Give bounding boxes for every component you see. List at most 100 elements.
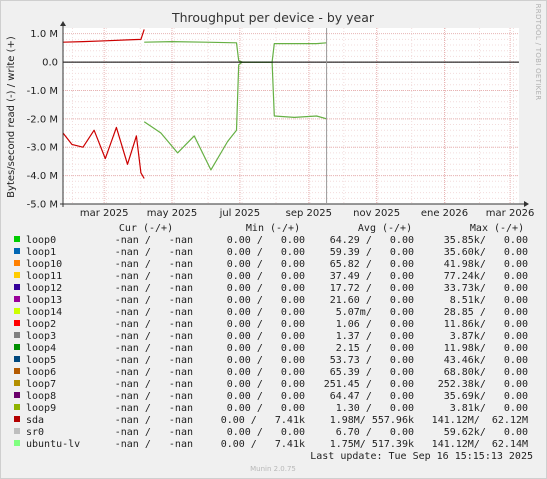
legend-min: 0.00 / 0.00 <box>227 379 305 390</box>
tick-labels: 1.0 M 0.0 -1.0 M -2.0 M -3.0 M -4.0 M -5.0 M ma… <box>27 29 535 219</box>
legend-header-avg: Avg (-/+) <box>358 223 412 234</box>
legend-rows: loop0 -nan / -nan 0.00 / 0.00 64.29 / 0.00 3… <box>14 235 528 450</box>
legend-min: 0.00 / 0.00 <box>227 403 305 414</box>
legend-row: ubuntu-lv -nan / -nan 0.00 / 7.41k 1.75M/ 5… <box>14 439 528 450</box>
x-tick-label: jul 2025 <box>219 208 261 219</box>
legend-name: loop0 <box>26 235 56 246</box>
legend-row: loop0 -nan / -nan 0.00 / 0.00 64.29 / 0.00 3… <box>14 235 528 246</box>
legend-swatch <box>14 356 20 362</box>
chart-title: Throughput per device - by year <box>171 10 375 25</box>
legend-swatch <box>14 440 20 446</box>
legend-avg: 6.70 / 0.00 <box>336 427 414 438</box>
legend-cur: -nan / -nan <box>115 367 193 378</box>
legend-cur: -nan / -nan <box>115 379 193 390</box>
legend-max: 11.98k/ 0.00 <box>444 343 528 354</box>
legend-swatch <box>14 272 20 278</box>
legend-cur: -nan / -nan <box>115 247 193 258</box>
y-tick-label: -4.0 M <box>27 171 58 182</box>
legend-row: loop2 -nan / -nan 0.00 / 0.00 1.06 / 0.00 11… <box>14 319 528 330</box>
legend-row: sda -nan / -nan 0.00 / 7.41k 1.98M/ 557.96k… <box>14 415 528 426</box>
legend-row: loop14 -nan / -nan 0.00 / 0.00 5.07m/ 0.00 2… <box>14 307 528 318</box>
legend-min: 0.00 / 0.00 <box>227 235 305 246</box>
x-tick-label: sep 2025 <box>286 208 332 219</box>
legend-name: loop7 <box>26 379 56 390</box>
legend-max: 41.98k/ 0.00 <box>444 259 528 270</box>
legend-max: 35.69k/ 0.00 <box>444 391 528 402</box>
legend-swatch <box>14 308 20 314</box>
legend-min: 0.00 / 7.41k <box>221 439 305 450</box>
legend-swatch <box>14 392 20 398</box>
legend-cur: -nan / -nan <box>115 439 193 450</box>
legend-avg: 65.39 / 0.00 <box>330 367 414 378</box>
legend-swatch <box>14 296 20 302</box>
legend-name: loop11 <box>26 271 62 282</box>
legend-max: 68.80k/ 0.00 <box>444 367 528 378</box>
legend-swatch <box>14 260 20 266</box>
legend-swatch <box>14 380 20 386</box>
legend-name: loop6 <box>26 367 56 378</box>
legend-name: loop14 <box>26 307 62 318</box>
legend-cur: -nan / -nan <box>115 259 193 270</box>
legend-avg: 21.60 / 0.00 <box>330 295 414 306</box>
legend-min: 0.00 / 0.00 <box>227 319 305 330</box>
series-line <box>62 126 145 179</box>
series-lines <box>62 29 327 179</box>
x-axis-arrow <box>524 201 529 207</box>
legend-row: loop5 -nan / -nan 0.00 / 0.00 53.73 / 0.00 4… <box>14 355 528 366</box>
legend-swatch <box>14 236 20 242</box>
legend-avg: 59.39 / 0.00 <box>330 247 414 258</box>
legend-avg: 1.98M/ 557.96k <box>330 415 414 426</box>
y-tick-label: -1.0 M <box>27 86 58 97</box>
series-line <box>62 29 145 43</box>
legend-name: loop5 <box>26 355 56 366</box>
legend-min: 0.00 / 7.41k <box>221 415 305 426</box>
legend-min: 0.00 / 0.00 <box>227 331 305 342</box>
legend-name: sda <box>26 415 44 426</box>
legend-name: loop8 <box>26 391 56 402</box>
legend-cur: -nan / -nan <box>115 403 193 414</box>
legend-name: loop2 <box>26 319 56 330</box>
legend-avg: 1.75M/ 517.39k <box>330 439 414 450</box>
legend-min: 0.00 / 0.00 <box>227 283 305 294</box>
legend-name: loop9 <box>26 403 56 414</box>
y-tick-label: 0.0 <box>42 58 58 69</box>
legend-row: sr0 -nan / -nan 0.00 / 0.00 6.70 / 0.00 59.6… <box>14 427 528 438</box>
legend-min: 0.00 / 0.00 <box>227 295 305 306</box>
plot-area: 1.0 M 0.0 -1.0 M -2.0 M -3.0 M -4.0 M -5.0 M ma… <box>27 21 535 219</box>
legend-row: loop13 -nan / -nan 0.00 / 0.00 21.60 / 0.00… <box>14 295 528 306</box>
legend-cur: -nan / -nan <box>115 415 193 426</box>
x-tick-label: mar 2026 <box>486 208 535 219</box>
legend-row: loop9 -nan / -nan 0.00 / 0.00 1.30 / 0.00 3.… <box>14 403 528 414</box>
rrdtool-watermark: RRDTOOL / TOBI OETIKER <box>534 4 542 101</box>
legend-name: loop4 <box>26 343 56 354</box>
legend-max: 28.85 / 0.00 <box>444 307 528 318</box>
legend-row: loop10 -nan / -nan 0.00 / 0.00 65.82 / 0.00… <box>14 259 528 270</box>
axes <box>60 21 529 207</box>
legend-max: 33.73k/ 0.00 <box>444 283 528 294</box>
legend-header-max: Max (-/+) <box>470 223 524 234</box>
legend-swatch <box>14 428 20 434</box>
grid-lines <box>63 28 519 205</box>
legend-max: 3.87k/ 0.00 <box>450 331 528 342</box>
x-tick-label: may 2025 <box>147 208 197 219</box>
legend-avg: 53.73 / 0.00 <box>330 355 414 366</box>
legend-row: loop6 -nan / -nan 0.00 / 0.00 65.39 / 0.00 6… <box>14 367 528 378</box>
x-tick-label: nov 2025 <box>353 208 400 219</box>
legend-avg: 1.37 / 0.00 <box>336 331 414 342</box>
legend-name: loop12 <box>26 283 62 294</box>
legend-max: 35.60k/ 0.00 <box>444 247 528 258</box>
legend-cur: -nan / -nan <box>115 319 193 330</box>
legend-cur: -nan / -nan <box>115 283 193 294</box>
legend-swatch <box>14 320 20 326</box>
legend-row: loop11 -nan / -nan 0.00 / 0.00 37.49 / 0.00… <box>14 271 528 282</box>
legend-avg: 64.47 / 0.00 <box>330 391 414 402</box>
legend-row: loop1 -nan / -nan 0.00 / 0.00 59.39 / 0.00 3… <box>14 247 528 258</box>
legend-row: loop4 -nan / -nan 0.00 / 0.00 2.15 / 0.00 11… <box>14 343 528 354</box>
legend-swatch <box>14 248 20 254</box>
legend-avg: 2.15 / 0.00 <box>336 343 414 354</box>
legend-swatch <box>14 404 20 410</box>
legend-row: loop8 -nan / -nan 0.00 / 0.00 64.47 / 0.00 3… <box>14 391 528 402</box>
legend-avg: 251.45 / 0.00 <box>324 379 414 390</box>
legend-cur: -nan / -nan <box>115 295 193 306</box>
